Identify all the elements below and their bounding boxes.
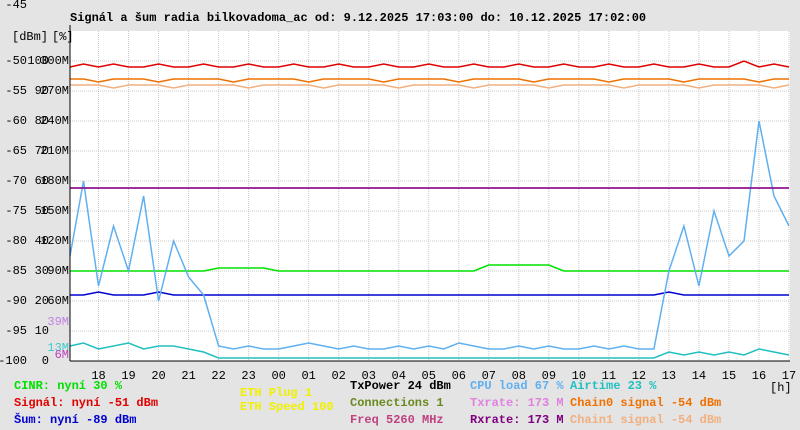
- series-line: [69, 342, 790, 359]
- chart-title: Signál a šum radia bilkovadoma_ac od: 9.…: [70, 11, 646, 25]
- x-tick-label: 15: [722, 369, 736, 383]
- y-tick-label: -45: [5, 0, 27, 12]
- legend-entry: CPU load 67 %: [470, 379, 564, 393]
- y-tick-label: -55: [5, 84, 27, 98]
- y-tick-label: -60: [5, 114, 27, 128]
- y2-tick-label: 30: [35, 264, 49, 278]
- x-tick-label: 21: [181, 369, 195, 383]
- legend-entry: Šum: nyní -89 dBm: [14, 412, 136, 427]
- y-tick-label: -70: [5, 174, 27, 188]
- y2-axis-label: [%]: [52, 30, 74, 44]
- x-tick-label: 01: [301, 369, 315, 383]
- y3-tick-label: 270M: [40, 84, 69, 98]
- legend-entry: Chain1 signal -54 dBm: [570, 413, 721, 427]
- x-tick-label: 00: [271, 369, 285, 383]
- value-marker: 39M: [47, 315, 69, 329]
- y2-tick-label: 90: [35, 84, 49, 98]
- legend-entry: CINR: nyní 30 %: [14, 379, 123, 393]
- x-tick-label: 02: [331, 369, 345, 383]
- y-tick-label: -65: [5, 144, 27, 158]
- y3-tick-label: 90M: [47, 264, 69, 278]
- x-tick-label: 18: [91, 369, 105, 383]
- y-tick-label: -90: [5, 294, 27, 308]
- y3-tick-label: 60M: [47, 294, 69, 308]
- y3-tick-label: 120M: [40, 234, 69, 248]
- y-axis-label: [dBm]: [12, 30, 48, 44]
- legend-entry: Rxrate: 173 M: [470, 413, 564, 427]
- value-marker: 13M: [47, 341, 69, 355]
- legend-entry: TxPower 24 dBm: [350, 379, 451, 393]
- series-line: [69, 60, 790, 68]
- legend-entry: Txrate: 173 M: [470, 396, 564, 410]
- y-tick-label: -50: [5, 54, 27, 68]
- x-tick-label: 11: [602, 369, 616, 383]
- x-tick-label: 03: [362, 369, 376, 383]
- x-tick-label: 08: [512, 369, 526, 383]
- y3-tick-label: 210M: [40, 144, 69, 158]
- y3-tick-label: 300M: [40, 54, 69, 68]
- y-tick-label: -80: [5, 234, 27, 248]
- series-line: [70, 78, 789, 83]
- series-line: [69, 120, 790, 350]
- y2-tick-label: 40: [35, 234, 49, 248]
- x-tick-label: 12: [632, 369, 646, 383]
- legend-entry: Freq 5260 MHz: [350, 413, 444, 427]
- y2-tick-label: 70: [35, 144, 49, 158]
- x-tick-label: 10: [572, 369, 586, 383]
- plot-area: [70, 31, 790, 361]
- y2-tick-label: 80: [35, 114, 49, 128]
- legend-entry: Connections 1: [350, 396, 444, 410]
- y2-tick-label: 0: [42, 354, 49, 368]
- legend-entry: Airtime 23 %: [570, 379, 657, 393]
- y2-tick-label: 20: [35, 294, 49, 308]
- y2-tick-label: 10: [35, 324, 49, 338]
- y-tick-label: -75: [5, 204, 27, 218]
- x-tick-label: 13: [662, 369, 676, 383]
- x-tick-label: 19: [121, 369, 135, 383]
- y3-tick-label: 150M: [40, 204, 69, 218]
- x-tick-label: 23: [241, 369, 255, 383]
- x-tick-label: 16: [752, 369, 766, 383]
- x-tick-label: 06: [452, 369, 466, 383]
- legend-entry: Chain0 signal -54 dBm: [570, 396, 721, 410]
- legend-entry: ETH Speed 100: [240, 400, 334, 414]
- y2-tick-label: 60: [35, 174, 49, 188]
- x-tick-label: 17: [782, 369, 796, 383]
- legend-entry: Signál: nyní -51 dBm: [14, 396, 158, 410]
- y-tick-label: -95: [5, 324, 27, 338]
- y2-tick-label: 100: [27, 54, 49, 68]
- series-line: [70, 84, 790, 89]
- x-tick-label: 05: [422, 369, 436, 383]
- y-tick-label: -100: [0, 354, 27, 368]
- series-line: [70, 291, 789, 296]
- x-axis-label: [h]: [770, 381, 792, 395]
- x-tick-label: 22: [211, 369, 225, 383]
- x-tick-label: 09: [542, 369, 556, 383]
- y3-tick-label: 240M: [40, 114, 69, 128]
- y3-tick-label: 180M: [40, 174, 69, 188]
- x-tick-label: 14: [692, 369, 706, 383]
- y-tick-label: -85: [5, 264, 27, 278]
- x-tick-label: 20: [151, 369, 165, 383]
- legend-entry: ETH Plug 1: [240, 386, 312, 400]
- value-marker: 6M: [55, 348, 69, 362]
- x-tick-label: 07: [482, 369, 496, 383]
- x-tick-label: 04: [392, 369, 406, 383]
- y2-tick-label: 50: [35, 204, 49, 218]
